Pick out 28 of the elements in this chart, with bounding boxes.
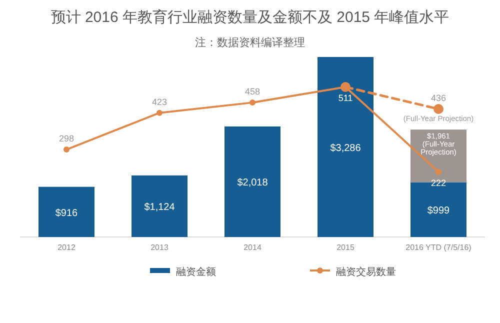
data-label: $916 xyxy=(55,208,78,219)
x-tick-label: 2016 YTD (7/5/16) xyxy=(406,243,472,252)
data-label: 423 xyxy=(152,96,168,107)
chart-title: 预计 2016 年教育行业融资数量及金额不及 2015 年峰值水平 xyxy=(50,9,450,26)
data-label: $2,018 xyxy=(237,178,268,189)
legend-label: 融资交易数量 xyxy=(336,266,396,278)
data-label: $3,286 xyxy=(330,143,362,154)
data-label: 458 xyxy=(244,86,260,97)
data-label: 511 xyxy=(338,93,353,103)
bar xyxy=(318,57,374,237)
x-tick-label: 2014 xyxy=(244,243,262,252)
point xyxy=(156,110,162,116)
legend-label: 融资金额 xyxy=(176,266,216,278)
bar xyxy=(38,186,94,237)
data-label: 298 xyxy=(58,134,74,144)
data-label: $1,124 xyxy=(144,202,176,214)
bar xyxy=(224,126,280,237)
x-tick-label: 2013 xyxy=(150,243,169,252)
x-tick-label: 2012 xyxy=(58,243,76,252)
x-tick-label: 2015 xyxy=(336,243,355,252)
bar xyxy=(132,175,188,237)
data-label: $999 xyxy=(427,206,450,217)
point xyxy=(250,100,256,106)
chart-subtitle: 注：数据资料编译整理 xyxy=(195,36,305,49)
point xyxy=(436,168,442,175)
point xyxy=(434,104,444,114)
point xyxy=(64,146,70,153)
data-label: 436 xyxy=(430,93,446,104)
